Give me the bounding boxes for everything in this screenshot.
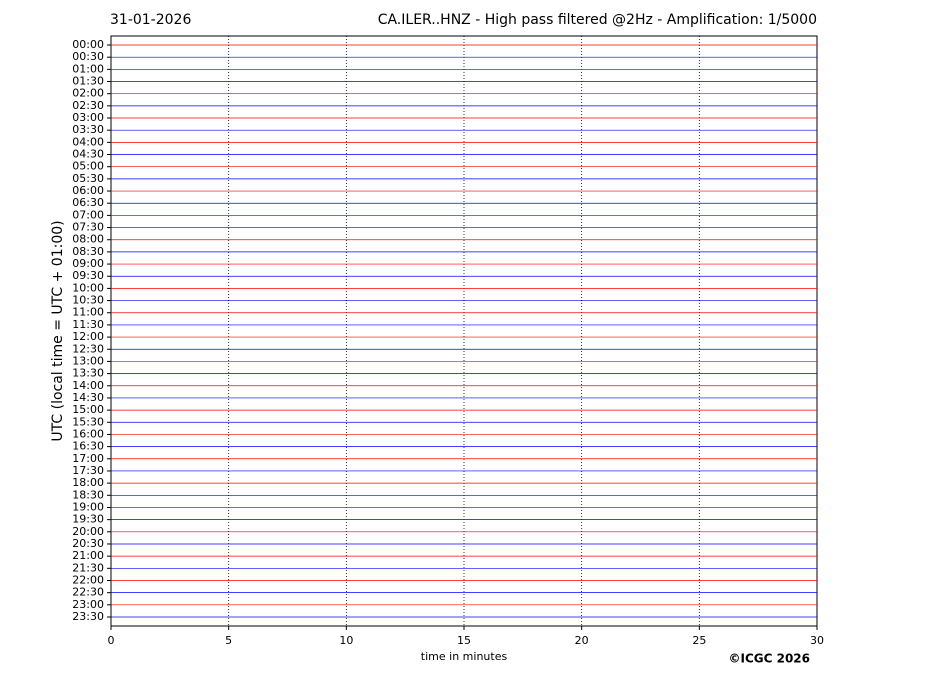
y-tick-label: 10:30 [72,294,104,307]
y-tick-label: 07:30 [72,221,104,234]
y-tick-label: 04:00 [72,135,104,148]
y-tick-label: 03:30 [72,123,104,136]
x-tick-label: 20 [575,634,589,647]
y-tick-label: 14:30 [72,391,104,404]
y-tick-label: 01:00 [72,62,104,75]
y-tick-label: 10:00 [72,281,104,294]
y-tick-label: 13:00 [72,354,104,367]
date: 31-01-2026 [110,12,191,28]
y-tick-label: 02:30 [72,99,104,112]
y-tick-label: 09:30 [72,269,104,282]
y-tick-label: 20:30 [72,537,104,550]
y-tick-label: 07:00 [72,208,104,221]
y-tick-label: 18:30 [72,488,104,501]
y-tick-label: 08:30 [72,245,104,258]
y-tick-label: 17:00 [72,452,104,465]
y-tick-label: 19:30 [72,513,104,526]
y-tick-label: 14:00 [72,379,104,392]
y-tick-label: 16:00 [72,427,104,440]
y-tick-label: 18:00 [72,476,104,489]
y-tick-label: 21:30 [72,561,104,574]
x-tick-label: 0 [108,634,115,647]
x-tick-label: 10 [339,634,353,647]
y-tick-label: 00:30 [72,50,104,63]
y-tick-label: 11:30 [72,318,104,331]
y-tick-label: 23:00 [72,598,104,611]
y-tick-label: 19:00 [72,500,104,513]
y-tick-label: 20:00 [72,525,104,538]
y-tick-label: 00:00 [72,38,104,51]
y-tick-label: 16:30 [72,440,104,453]
y-tick-label: 09:00 [72,257,104,270]
y-tick-label: 06:30 [72,196,104,209]
x-tick-label: 15 [457,634,471,647]
x-tick-label: 25 [692,634,706,647]
y-tick-label: 15:00 [72,403,104,416]
y-tick-label: 08:00 [72,233,104,246]
y-tick-label: 11:00 [72,306,104,319]
y-tick-label: 06:00 [72,184,104,197]
y-tick-label: 23:30 [72,610,104,623]
y-tick-label: 05:00 [72,160,104,173]
y-tick-label: 02:00 [72,87,104,100]
y-tick-label: 22:00 [72,573,104,586]
y-tick-label: 05:30 [72,172,104,185]
y-tick-label: 04:30 [72,148,104,161]
y-tick-label: 12:30 [72,342,104,355]
y-tick-label: 13:30 [72,367,104,380]
y-tick-label: 01:30 [72,75,104,88]
y-tick-label: 12:00 [72,330,104,343]
y-tick-label: 03:00 [72,111,104,124]
x-axis-label: time in minutes [421,650,508,663]
x-tick-label: 5 [225,634,232,647]
copyright: ©ICGC 2026 [728,652,810,666]
y-tick-label: 15:30 [72,415,104,428]
chart-title: CA.ILER..HNZ - High pass filtered @2Hz -… [378,12,817,28]
y-axis-label: UTC (local time = UTC + 01:00) [50,220,66,441]
y-tick-label: 17:30 [72,464,104,477]
x-tick-label: 30 [810,634,824,647]
y-tick-label: 21:00 [72,549,104,562]
y-tick-label: 22:30 [72,586,104,599]
